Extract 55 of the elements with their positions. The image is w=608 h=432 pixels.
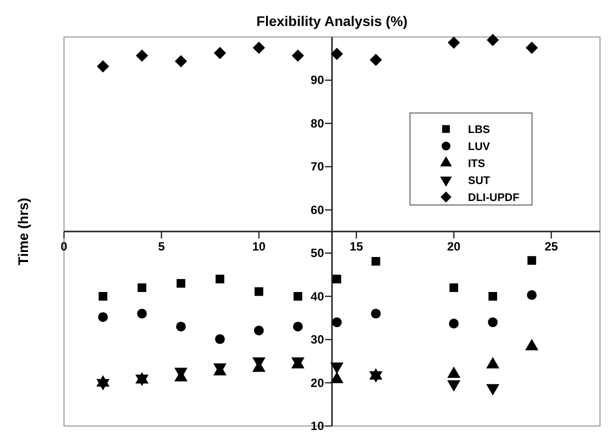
legend-label: ITS	[468, 158, 486, 170]
point	[448, 36, 460, 49]
point	[216, 274, 224, 284]
y-tick-label: 60	[310, 202, 324, 217]
x-tick-label: 5	[158, 240, 166, 254]
point	[252, 42, 266, 54]
point	[136, 49, 148, 62]
point	[486, 34, 499, 46]
point	[526, 42, 538, 54]
point	[292, 49, 304, 62]
y-tick-label: 90	[310, 73, 324, 88]
point	[254, 326, 264, 336]
y-tick-label: 40	[310, 289, 324, 304]
point	[488, 292, 498, 301]
point	[372, 256, 380, 266]
point	[527, 256, 536, 265]
chart-title: Flexibility Analysis (%)	[256, 13, 408, 29]
point	[370, 54, 382, 66]
y-tick-label: 30	[310, 332, 324, 347]
y-axis-title: Time (hrs)	[15, 198, 31, 266]
y-tick-label: 10	[310, 419, 324, 432]
x-tick-label: 25	[544, 240, 558, 254]
x-tick-label: 10	[252, 240, 266, 254]
legend-label: SUT	[468, 175, 490, 187]
point	[448, 318, 459, 328]
legend-label: DLI-UPDF	[468, 192, 520, 204]
point	[449, 283, 458, 292]
x-tick-label: 20	[447, 240, 461, 254]
y-tick-label: 20	[310, 376, 324, 390]
point	[138, 283, 146, 292]
x-tick-label: 0	[60, 240, 68, 254]
point	[176, 279, 186, 288]
point	[330, 48, 343, 60]
point	[98, 292, 108, 301]
point	[176, 322, 186, 332]
point	[370, 308, 381, 318]
point	[294, 292, 302, 301]
legend-label: LUV	[468, 141, 491, 153]
point	[332, 317, 342, 328]
point	[174, 55, 188, 68]
point	[137, 308, 147, 318]
y-tick-label: 50	[310, 246, 324, 260]
y-tick-label: 80	[310, 116, 324, 130]
point	[488, 317, 498, 328]
point	[215, 334, 225, 344]
point	[293, 322, 303, 332]
y-tick-label: 70	[310, 160, 324, 174]
point	[214, 46, 226, 60]
point	[526, 290, 537, 300]
x-tick-label: 15	[350, 240, 364, 254]
point	[98, 312, 108, 322]
legend-label: LBS	[468, 124, 490, 136]
point	[96, 60, 110, 73]
point	[254, 287, 264, 296]
point	[332, 274, 342, 284]
